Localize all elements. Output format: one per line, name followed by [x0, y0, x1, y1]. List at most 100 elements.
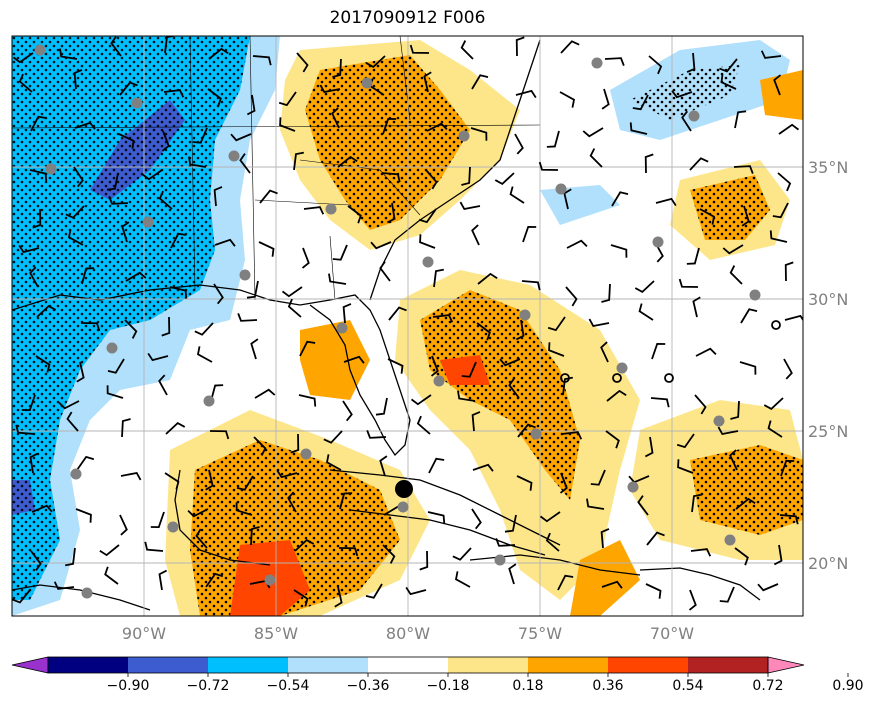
wind-barb — [460, 40, 474, 60]
wind-barb — [250, 338, 259, 360]
wind-barb — [565, 286, 578, 307]
wind-barb — [472, 463, 494, 472]
longitude-labels: 90°W 85°W 80°W 75°W 70°W — [122, 624, 694, 643]
station-marker — [627, 481, 639, 493]
wind-barb — [516, 475, 533, 491]
wind-barb — [767, 420, 783, 438]
wind-barb — [187, 508, 209, 518]
wind-barb — [259, 189, 278, 204]
wind-barb — [416, 415, 431, 435]
lat-label: 25°N — [808, 422, 848, 441]
lat-label: 35°N — [808, 158, 848, 177]
wind-barb — [432, 314, 454, 323]
wind-barb — [323, 430, 343, 444]
wind-barb — [689, 157, 709, 171]
positive-anomaly-east — [670, 70, 803, 260]
wind-barb — [546, 130, 560, 148]
wind-barb — [328, 273, 347, 285]
storm-center-marker — [395, 480, 413, 498]
wind-barb — [192, 127, 208, 144]
wind-barb — [209, 430, 230, 440]
wind-barb — [589, 148, 603, 168]
wind-barb — [419, 550, 429, 571]
wind-barb — [141, 169, 163, 181]
wind-barb — [230, 133, 252, 142]
wind-barb — [125, 271, 147, 282]
wind-barb — [419, 234, 436, 249]
wind-barb — [386, 202, 396, 224]
wind-barb — [12, 52, 34, 64]
lat-label: 20°N — [808, 554, 848, 573]
wind-barb — [253, 436, 267, 456]
wind-barb — [418, 208, 437, 224]
colorbar: −0.90 −0.72 −0.54 −0.36 −0.18 0.18 0.36 0.54 0.7… — [11, 656, 864, 694]
station-marker — [239, 269, 251, 281]
wind-barb — [73, 166, 84, 188]
wind-barb — [106, 172, 119, 191]
wind-barb — [681, 110, 692, 132]
wind-barb — [124, 319, 138, 339]
wind-barb — [119, 514, 128, 536]
positive-anomaly-carolinas — [280, 40, 520, 250]
wind-barb — [59, 48, 78, 60]
wind-barb — [763, 397, 784, 411]
colorbar-tick-label: −0.36 — [347, 678, 390, 694]
wind-barb — [515, 36, 525, 57]
wind-barb — [600, 528, 610, 549]
wind-barb — [334, 586, 343, 608]
wind-barb — [75, 508, 92, 523]
wind-barb — [66, 411, 79, 432]
wind-barb — [290, 433, 300, 454]
wind-barb — [509, 186, 525, 204]
station-marker — [591, 57, 603, 69]
wind-barb — [118, 133, 135, 149]
wind-barb — [517, 423, 536, 438]
wind-barb — [720, 74, 737, 90]
wind-barb — [644, 436, 654, 458]
wind-barb — [605, 430, 620, 449]
wind-barb — [80, 322, 101, 332]
wind-barb — [164, 472, 180, 490]
wind-barb — [610, 244, 628, 258]
wind-barb — [521, 280, 541, 291]
wind-barb — [121, 221, 130, 243]
wind-barb — [29, 452, 39, 474]
wind-barb — [296, 52, 309, 73]
wind-barb — [634, 280, 655, 294]
wind-barb — [208, 47, 229, 60]
wind-barb — [366, 430, 387, 439]
wind-barb — [430, 355, 439, 377]
wind-barb — [638, 303, 654, 321]
station-marker — [530, 428, 542, 440]
wind-barb — [214, 238, 236, 247]
wind-barb — [170, 232, 187, 249]
wind-barb — [29, 169, 48, 182]
wind-barb — [144, 541, 164, 552]
colorbar-segment — [48, 657, 129, 673]
wind-barb — [254, 388, 276, 399]
wind-barb — [235, 502, 253, 516]
wind-barb — [158, 569, 168, 591]
wind-barb — [471, 508, 482, 530]
colorbar-tick-label: 0.18 — [512, 678, 543, 694]
wind-barb — [722, 244, 744, 255]
wind-barb — [15, 424, 35, 435]
wind-barb — [691, 493, 702, 513]
station-marker — [688, 110, 700, 122]
wind-barb — [110, 36, 122, 57]
wind-barb — [365, 583, 383, 599]
wind-barb — [735, 497, 756, 510]
wind-barb — [779, 514, 799, 525]
lon-label: 80°W — [386, 624, 430, 643]
wind-barb — [780, 459, 795, 477]
wind-barb — [471, 224, 480, 246]
wind-barb — [18, 73, 33, 93]
wind-barb — [688, 589, 697, 611]
colorbar-tick-label: −0.54 — [267, 678, 310, 694]
wind-barb — [387, 358, 404, 374]
wind-barb — [566, 239, 588, 249]
wind-barb — [293, 151, 304, 171]
wind-barb — [74, 121, 96, 130]
wind-barb — [694, 394, 707, 415]
